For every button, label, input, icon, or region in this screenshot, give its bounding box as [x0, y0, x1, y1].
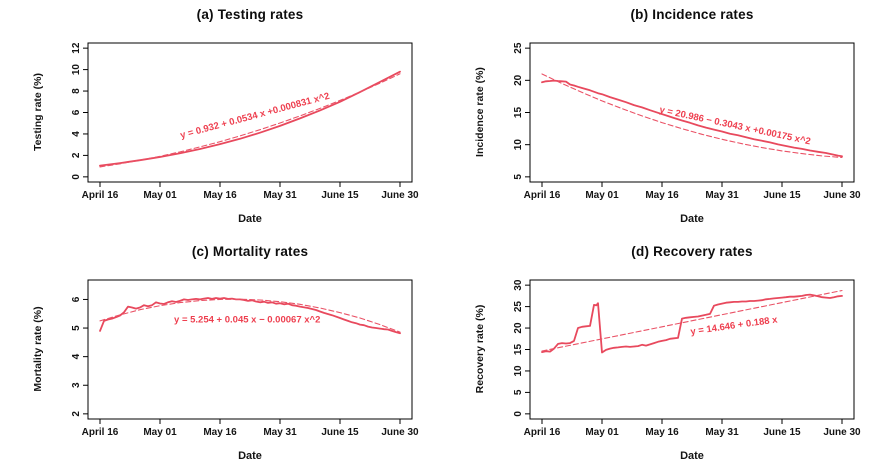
y-tick-label: 20 — [513, 322, 524, 334]
y-axis-ticks: 0 2 4 6 8 10 12 — [71, 42, 88, 180]
panel-title: (d) Recovery rates — [631, 244, 753, 259]
x-tick-label: May 16 — [203, 427, 237, 438]
x-tick-label: June 15 — [763, 427, 801, 438]
fit-line-dashed — [99, 73, 401, 168]
fit-equation-label: y = 5.254 + 0.045 x − 0.00067 x^2 — [174, 314, 321, 326]
fit-line-dashed — [541, 73, 843, 159]
x-tick-label: June 30 — [823, 427, 861, 438]
y-tick-label: 10 — [513, 365, 524, 377]
x-axis-ticks: April 16 May 01 May 16 May 31 June 15 June 30 — [82, 419, 419, 438]
mortality-rates-chart: April 16 May 01 May 16 May 31 June 15 June 30… — [71, 279, 419, 438]
plot-box — [87, 279, 413, 420]
data-line-solid — [541, 293, 843, 354]
y-tick-label: 20 — [513, 74, 524, 86]
x-tick-label: April 16 — [82, 190, 119, 201]
y-axis-ticks: 2 3 4 5 6 — [71, 296, 88, 417]
y-tick-label: 25 — [513, 42, 524, 54]
x-tick-label: June 15 — [763, 190, 801, 201]
recovery-rates-chart: April 16 May 01 May 16 May 31 June 15 June 30… — [513, 279, 861, 438]
x-tick-label: May 01 — [585, 190, 619, 201]
panel-recovery-rates: (d) Recovery rates Recovery rate (%) Apr… — [442, 237, 884, 474]
x-axis-ticks: April 16 May 01 May 16 May 31 June 15 June 30 — [82, 182, 419, 201]
x-tick-label: May 31 — [705, 427, 739, 438]
x-tick-label: June 30 — [381, 190, 419, 201]
x-tick-label: May 16 — [645, 427, 679, 438]
y-axis-ticks: 5 10 15 20 25 — [513, 42, 530, 180]
y-tick-label: 4 — [71, 131, 82, 137]
y-tick-label: 2 — [71, 152, 82, 158]
x-axis-title: Date — [238, 450, 262, 462]
x-axis-ticks: April 16 May 01 May 16 May 31 June 15 June 30 — [524, 419, 861, 438]
incidence-rates-chart: April 16 May 01 May 16 May 31 June 15 June 30… — [513, 42, 861, 201]
y-tick-label: 6 — [71, 296, 82, 302]
x-axis-ticks: April 16 May 01 May 16 May 31 June 15 June 30 — [524, 182, 861, 201]
y-tick-label: 8 — [71, 88, 82, 94]
x-axis-title: Date — [680, 213, 704, 225]
y-tick-label: 2 — [71, 411, 82, 417]
y-tick-label: 10 — [71, 64, 82, 76]
y-tick-label: 3 — [71, 382, 82, 388]
plot-box — [529, 279, 855, 420]
y-tick-label: 5 — [513, 389, 524, 395]
x-tick-label: May 01 — [585, 427, 619, 438]
y-tick-label: 25 — [513, 301, 524, 313]
y-tick-label: 4 — [71, 353, 82, 359]
panel-title: (a) Testing rates — [196, 7, 304, 22]
y-tick-label: 30 — [513, 279, 524, 291]
x-tick-label: May 01 — [143, 190, 177, 201]
y-tick-label: 5 — [71, 325, 82, 331]
y-tick-label: 15 — [513, 107, 524, 119]
fit-line-dashed — [541, 289, 843, 352]
y-tick-label: 10 — [513, 139, 524, 151]
y-tick-label: 0 — [513, 411, 524, 417]
y-tick-label: 6 — [71, 109, 82, 115]
y-tick-label: 12 — [71, 42, 82, 54]
panel-testing-rates: (a) Testing rates Testing rate (%) April… — [0, 0, 442, 237]
y-tick-label: 15 — [513, 344, 524, 356]
x-tick-label: May 16 — [203, 190, 237, 201]
x-tick-label: May 31 — [263, 427, 297, 438]
x-tick-label: June 30 — [381, 427, 419, 438]
x-tick-label: May 16 — [645, 190, 679, 201]
x-tick-label: April 16 — [82, 427, 119, 438]
x-tick-label: May 01 — [143, 427, 177, 438]
panel-incidence-rates: (b) Incidence rates Incidence rate (%) A… — [442, 0, 884, 237]
x-axis-title: Date — [680, 450, 704, 462]
y-tick-label: 5 — [513, 174, 524, 180]
y-tick-label: 0 — [71, 174, 82, 180]
panel-title: (b) Incidence rates — [630, 7, 754, 22]
x-tick-label: June 15 — [321, 190, 359, 201]
x-tick-label: April 16 — [524, 190, 561, 201]
panel-mortality-rates: (c) Mortality rates Mortality rate (%) A… — [0, 237, 442, 474]
fit-line-dashed — [99, 298, 401, 333]
data-line-solid — [541, 79, 843, 158]
x-tick-label: April 16 — [524, 427, 561, 438]
y-axis-ticks: 0 5 10 15 20 25 30 — [513, 279, 530, 417]
x-tick-label: June 15 — [321, 427, 359, 438]
testing-rates-chart: April 16 May 01 May 16 May 31 June 15 June 30… — [71, 42, 419, 201]
panel-title: (c) Mortality rates — [191, 244, 309, 259]
x-tick-label: June 30 — [823, 190, 861, 201]
x-tick-label: May 31 — [705, 190, 739, 201]
x-tick-label: May 31 — [263, 190, 297, 201]
x-axis-title: Date — [238, 213, 262, 225]
